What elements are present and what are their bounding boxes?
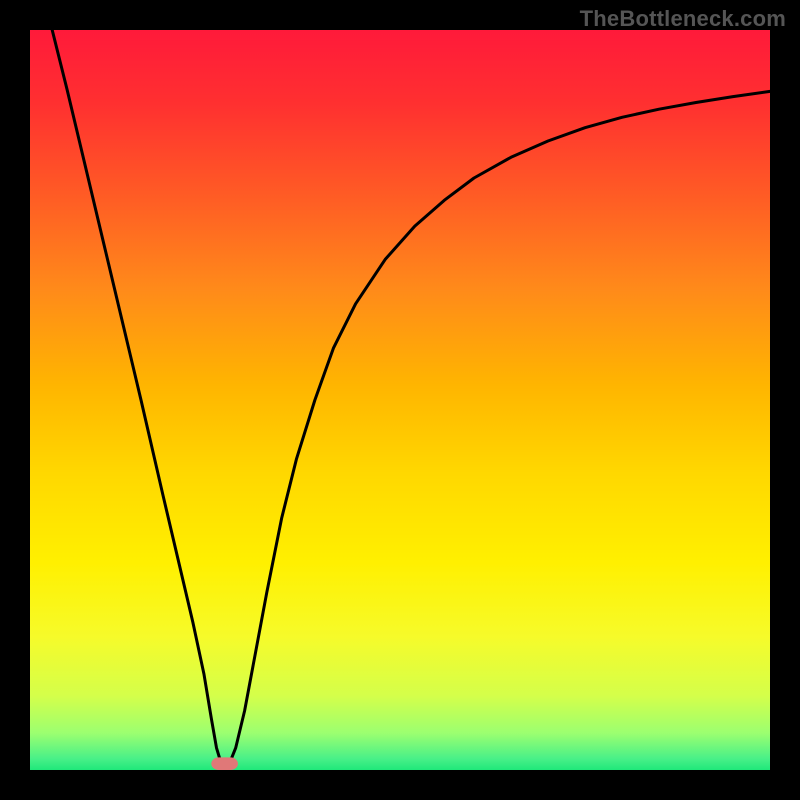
optimal-marker-icon [211, 757, 238, 770]
chart-container: { "watermark": "TheBottleneck.com", "cha… [0, 0, 800, 800]
watermark-label: TheBottleneck.com [580, 6, 786, 32]
bottleneck-curve-chart [0, 0, 800, 800]
